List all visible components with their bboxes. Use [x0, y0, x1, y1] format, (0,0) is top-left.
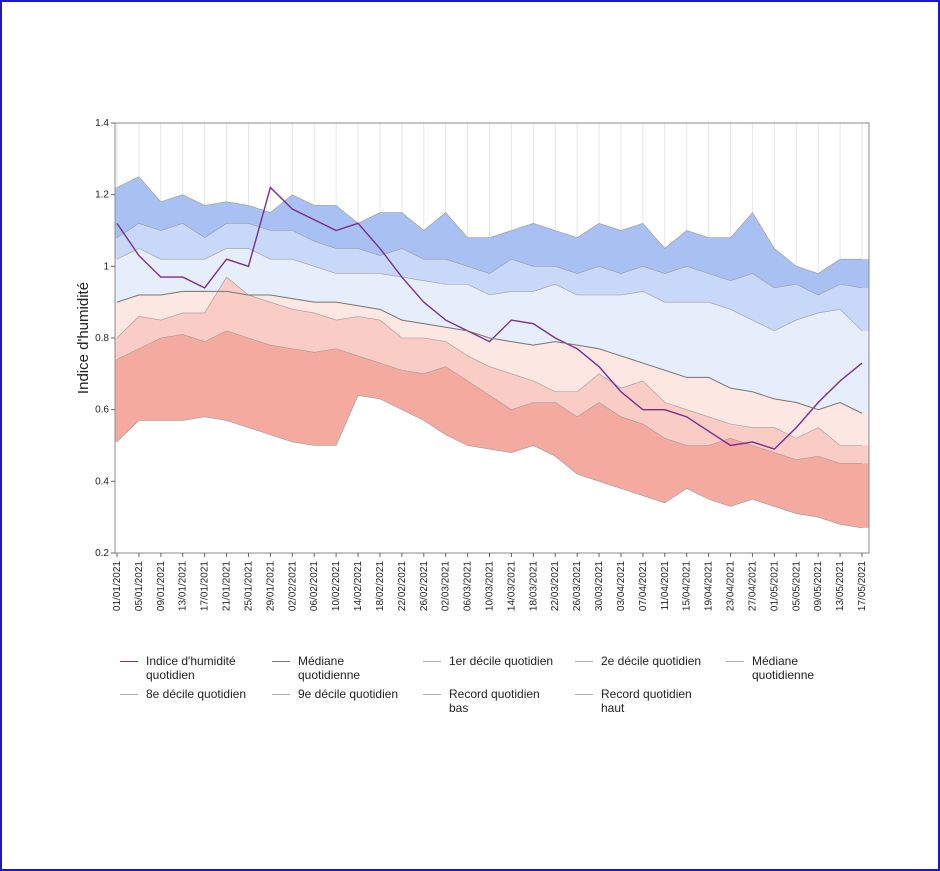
legend-item: Indice d'humidité quotidien [120, 654, 270, 682]
legend-label: 1er décile quotidien [449, 654, 554, 668]
band-edge [116, 394, 863, 529]
x-tick-label: 02/03/2021 [441, 561, 452, 611]
x-tick-label: 01/05/2021 [769, 561, 780, 611]
x-tick-label: 03/04/2021 [616, 561, 627, 611]
legend-swatch [575, 694, 593, 695]
x-tick-label: 15/04/2021 [682, 561, 693, 611]
x-tick-label: 23/04/2021 [726, 561, 737, 611]
legend-swatch [575, 661, 593, 662]
x-tick-label: 21/01/2021 [222, 561, 233, 611]
x-tick-label: 02/02/2021 [287, 561, 298, 611]
y-axis-label: Indice d'humidité [75, 282, 92, 394]
x-tick-label: 19/04/2021 [704, 561, 715, 611]
x-tick-label: 26/02/2021 [419, 561, 430, 611]
y-tick-label: 0.6 [95, 405, 109, 416]
x-tick-label: 05/05/2021 [791, 561, 802, 611]
legend-item: Médiane quotidienne [272, 654, 422, 682]
legend-item: Médiane quotidienne [726, 654, 876, 682]
x-tick-label: 26/03/2021 [572, 561, 583, 611]
series-line [116, 186, 863, 450]
x-tick-label: 09/05/2021 [813, 561, 824, 611]
band-edge [116, 176, 862, 274]
legend-swatch [423, 661, 441, 662]
x-tick-label: 10/02/2021 [331, 561, 342, 611]
x-tick-label: 11/04/2021 [660, 561, 671, 611]
y-tick-label: 0.8 [95, 333, 109, 344]
x-tick-label: 01/01/2021 [112, 561, 123, 611]
x-tick-label: 09/01/2021 [156, 561, 167, 611]
legend-swatch [272, 694, 290, 695]
x-tick-label: 30/03/2021 [594, 561, 605, 611]
legend-label: 9e décile quotidien [298, 687, 399, 701]
y-tick-label: 0.4 [95, 476, 109, 487]
legend-label: Médiane quotidienne [752, 654, 815, 682]
band-edge [116, 330, 862, 464]
legend-swatch [120, 694, 138, 695]
legend-swatch [120, 661, 138, 662]
legend-item: 8e décile quotidien [120, 687, 270, 701]
x-tick-label: 14/03/2021 [506, 561, 517, 611]
x-tick-label: 25/01/2021 [243, 561, 254, 611]
x-tick-label: 06/02/2021 [309, 561, 320, 611]
legend-label: Record quotidien bas [449, 687, 540, 715]
legend-swatch [272, 661, 290, 662]
series-line [116, 290, 863, 414]
legend-swatch [423, 694, 441, 695]
legend-label: 8e décile quotidien [146, 687, 247, 701]
legend-item: 1er décile quotidien [423, 654, 573, 668]
x-tick-label: 22/03/2021 [550, 561, 561, 611]
band-edge [116, 276, 862, 446]
y-tick-label: 0.2 [95, 548, 109, 559]
band-edge [116, 223, 863, 296]
legend-label: Record quotidien haut [601, 687, 692, 715]
x-tick-label: 13/01/2021 [178, 561, 189, 611]
y-tick-label: 1.4 [95, 118, 109, 129]
y-tick-label: 1.2 [95, 190, 109, 201]
x-tick-label: 17/05/2021 [857, 561, 868, 611]
legend-label: Médiane quotidienne [298, 654, 361, 682]
x-tick-label: 29/01/2021 [265, 561, 276, 611]
x-tick-label: 14/02/2021 [353, 561, 364, 611]
x-tick-label: 27/04/2021 [747, 561, 758, 611]
x-tick-label: 10/03/2021 [485, 561, 496, 611]
legend-label: Indice d'humidité quotidien [146, 654, 236, 682]
x-tick-label: 07/04/2021 [638, 561, 649, 611]
x-tick-label: 22/02/2021 [397, 561, 408, 611]
legend-item: Record quotidien bas [423, 687, 573, 715]
legend-label: 2e décile quotidien [601, 654, 702, 668]
legend-item: Record quotidien haut [575, 687, 725, 715]
x-tick-label: 13/05/2021 [835, 561, 846, 611]
x-tick-label: 05/01/2021 [134, 561, 145, 611]
legend-swatch [726, 661, 744, 662]
band-area [115, 395, 869, 553]
y-tick-label: 1 [103, 261, 109, 272]
x-tick-label: 18/02/2021 [375, 561, 386, 611]
legend-item: 2e décile quotidien [575, 654, 725, 668]
x-tick-label: 17/01/2021 [200, 561, 211, 611]
x-tick-label: 06/03/2021 [463, 561, 474, 611]
band-edge [116, 248, 863, 332]
x-tick-label: 18/03/2021 [528, 561, 539, 611]
legend-item: 9e décile quotidien [272, 687, 422, 701]
